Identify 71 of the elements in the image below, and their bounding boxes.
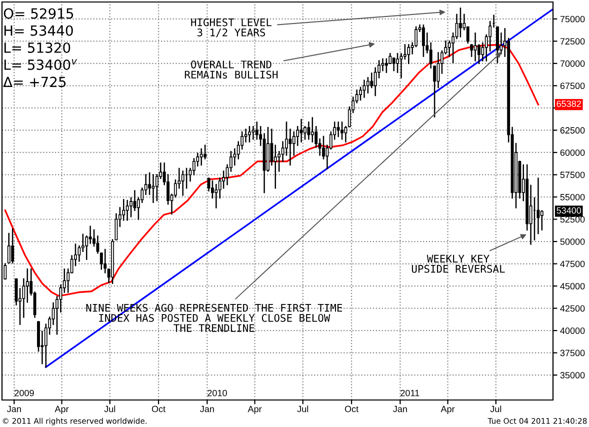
candlestick [407, 44, 410, 64]
candlestick [181, 170, 184, 196]
candlestick [300, 118, 303, 142]
x-tick-label: Jan [7, 406, 21, 412]
y-tick-label: 67500 [560, 82, 585, 90]
candlestick [474, 32, 477, 62]
annotation: H= 53440 [4, 25, 73, 36]
candlestick [540, 210, 544, 230]
annotation: OVERALL TREND REMAINs BULLISH [184, 60, 278, 79]
candlestick [322, 136, 325, 160]
annotation: HIGHEST LEVEL 3 1/2 YEARS [191, 18, 272, 38]
y-tick-label: 72500 [560, 38, 585, 45]
candlestick [7, 232, 10, 264]
candlestick [310, 117, 314, 142]
candlestick [458, 8, 462, 38]
x-tick-label: Apr [440, 406, 455, 414]
candlestick [274, 144, 277, 189]
y-tick-label: 40000 [560, 328, 585, 334]
x-tick-label: Jan [200, 406, 214, 412]
candlestick [204, 144, 207, 160]
annotation: L= 53400$^{v}$ [4, 59, 78, 70]
x-tick-label: Oct [344, 406, 358, 412]
candlestick [362, 80, 366, 98]
candlestick [126, 200, 129, 221]
x-tick-label: Apr [248, 406, 262, 414]
candlestick [78, 245, 81, 262]
x-tick-label: Oct [152, 406, 166, 412]
candlestick [104, 248, 107, 274]
candlestick [384, 58, 388, 73]
candlestick [88, 226, 92, 244]
candlestick [336, 122, 340, 138]
annotation: 2010 [208, 390, 227, 396]
annotation: O= 52915 [4, 8, 74, 19]
y-tick-label: 50000 [560, 238, 585, 245]
y-tick-label: 45000 [560, 283, 585, 290]
candlestick [400, 53, 403, 78]
annotation: 53400 [556, 207, 582, 214]
candlestick [422, 24, 425, 57]
x-tick-label: Jul [490, 406, 502, 412]
y-tick-label: 35000 [560, 372, 585, 378]
y-tick-label: 70000 [560, 60, 585, 67]
y-tick-label: 37500 [560, 350, 585, 356]
candlestick [252, 126, 255, 140]
y-tick-label: 60000 [560, 149, 585, 156]
candlestick [11, 228, 14, 264]
y-tick-label: 62500 [560, 127, 585, 134]
candlestick [288, 128, 292, 166]
annotation: L= 51320 [4, 42, 70, 53]
x-tick-label: Apr [54, 406, 69, 414]
x-tick-label: Jul [104, 406, 116, 412]
annotation: Δ= +725 [3, 76, 66, 88]
y-tick-label: 47500 [560, 260, 585, 268]
annotation: WEEKLY KEY UPSIDE REVERSAL [412, 254, 505, 273]
y-tick-label: 57500 [560, 172, 585, 178]
candlestick [307, 122, 310, 140]
candlestick [370, 72, 374, 88]
y-tick-label: 75000 [560, 16, 585, 22]
candlestick [248, 126, 251, 142]
candlestick [200, 148, 203, 166]
candlestick [392, 57, 396, 72]
y-tick-label: 42500 [560, 305, 585, 312]
candlestick [244, 128, 248, 142]
annotation: 65382 [556, 100, 581, 107]
y-tick-label: 52500 [560, 216, 585, 223]
annotation: 2009 [14, 390, 34, 396]
x-tick-label: Jan [393, 406, 407, 412]
annotation: 2011 [400, 390, 420, 396]
candlestick [130, 197, 133, 218]
y-tick-label: 55000 [560, 194, 585, 200]
x-tick-label: Jul [297, 406, 308, 412]
candlestick [340, 122, 344, 140]
